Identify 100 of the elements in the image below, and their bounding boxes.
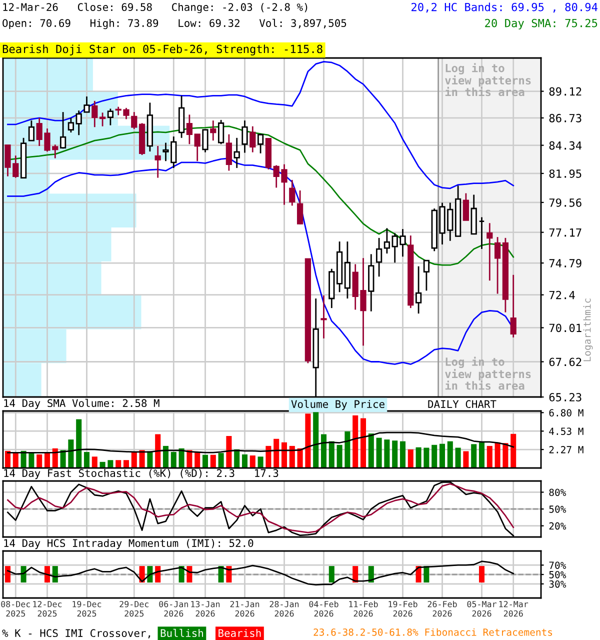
y-tick-label: 30% [549, 580, 566, 588]
bar [274, 438, 280, 468]
bar [131, 452, 137, 468]
y-tick-label: 74.79 [549, 259, 582, 268]
bar [336, 444, 342, 468]
candlestick [478, 216, 485, 250]
bar [305, 414, 311, 468]
candlestick [376, 237, 382, 278]
bar [360, 418, 366, 468]
bar [313, 412, 319, 468]
y-tick-label: 89.12 [549, 87, 582, 96]
y-tick-label: 50% [549, 571, 566, 578]
text: Bearish Doji Star on 05-Feb-26, Strength: -115.8 [2, 44, 322, 56]
bar [226, 436, 232, 468]
bar [139, 450, 145, 468]
bar [36, 454, 42, 468]
bar [100, 462, 106, 468]
bar [328, 441, 334, 468]
bar [162, 446, 169, 468]
bar [258, 456, 264, 468]
candlestick [242, 120, 248, 154]
bar [486, 446, 492, 468]
bar [218, 453, 224, 468]
x-tick-label: 11-Feb 2026 [349, 600, 378, 617]
bar [170, 452, 176, 468]
bar [155, 434, 161, 468]
bar [502, 443, 508, 468]
bar [471, 444, 477, 468]
bar [266, 446, 272, 468]
candlestick [320, 294, 327, 340]
bar [455, 448, 461, 468]
y-tick-label: 50% [549, 506, 566, 513]
y-tick-label: 4.53 M [549, 428, 584, 435]
candlestick [28, 120, 35, 142]
candlestick [257, 133, 264, 154]
text: Log in to view patterns in this area [445, 356, 531, 390]
candlestick [60, 111, 66, 150]
bar [12, 453, 18, 468]
y-tick-label: 20% [549, 522, 566, 530]
bar [463, 451, 469, 468]
bar [60, 450, 66, 468]
x-tick-label: 12-Mar 2026 [499, 600, 528, 617]
bar [281, 442, 288, 468]
x-tick-label: 04-Feb 2026 [309, 600, 338, 617]
bar [68, 440, 74, 468]
x-tick-label: 29-Dec 2025 [120, 600, 148, 617]
bar [186, 450, 192, 468]
bar [439, 444, 446, 468]
candlestick [186, 114, 193, 145]
y-tick-label: 77.17 [549, 228, 582, 237]
candlestick [296, 190, 304, 225]
line-series [7, 560, 514, 586]
candlestick [510, 274, 516, 338]
bar [447, 441, 453, 468]
y-tick-label: 86.73 [549, 114, 582, 122]
chart-title: 14 Day SMA Volume: 2.58 M [4, 398, 160, 410]
bar [123, 460, 130, 468]
candlestick [84, 96, 90, 113]
bar [289, 446, 295, 468]
bar [320, 434, 327, 468]
y-tick-label: 72.4 [549, 290, 575, 300]
x-tick-label: 12-Dec 2025 [33, 600, 62, 617]
x-tick-label: 08-Dec 2025 [1, 600, 30, 617]
bar [84, 452, 90, 468]
y-tick-label: 79.56 [549, 198, 582, 207]
candlestick [202, 129, 208, 153]
text: 23.6-38.2-50-61.8% Fibonacci Retracements [314, 628, 552, 636]
y-tick-label: 70.01 [549, 324, 582, 332]
x-tick-label: 21-Jan 2026 [230, 600, 260, 617]
candlestick [234, 137, 240, 169]
text: Volume By Price [291, 400, 384, 410]
candlestick [289, 179, 296, 206]
bar [194, 452, 200, 468]
y-tick-label: 6.80 M [549, 409, 584, 416]
bar [344, 431, 350, 468]
candlestick [423, 260, 430, 292]
bar [494, 442, 500, 468]
text: DAILY CHART [428, 400, 496, 408]
band-label: Log in to view patterns in this area [445, 63, 531, 96]
bar [108, 460, 114, 468]
x-tick-label: 05-Mar 2026 [467, 600, 496, 617]
x-tick-label: 28-Jan 2026 [270, 600, 299, 617]
candlestick [76, 110, 82, 136]
bar [92, 456, 98, 468]
bar [376, 438, 382, 468]
y-tick-label: 80% [549, 488, 566, 496]
candlestick [384, 227, 390, 254]
candlestick [250, 126, 256, 153]
y-tick-label: 81.95 [549, 169, 582, 178]
bar [242, 454, 248, 468]
chart-title: 14 Day Fast Stochastic (%K) (%D): 2.3 17.3 [4, 468, 278, 480]
bar [28, 453, 34, 468]
text: Bullish [160, 628, 203, 638]
bar [178, 448, 184, 468]
chart-subtitle: Open: 70.69 High: 73.89 Low: 69.32 Vol: 3,897,505 [2, 18, 346, 30]
candlestick [68, 117, 74, 134]
x-tick-label: 26-Feb 2026 [428, 600, 457, 617]
candlestick [92, 100, 98, 128]
bar [147, 451, 153, 468]
y-tick-label: 67.62 [549, 358, 582, 366]
